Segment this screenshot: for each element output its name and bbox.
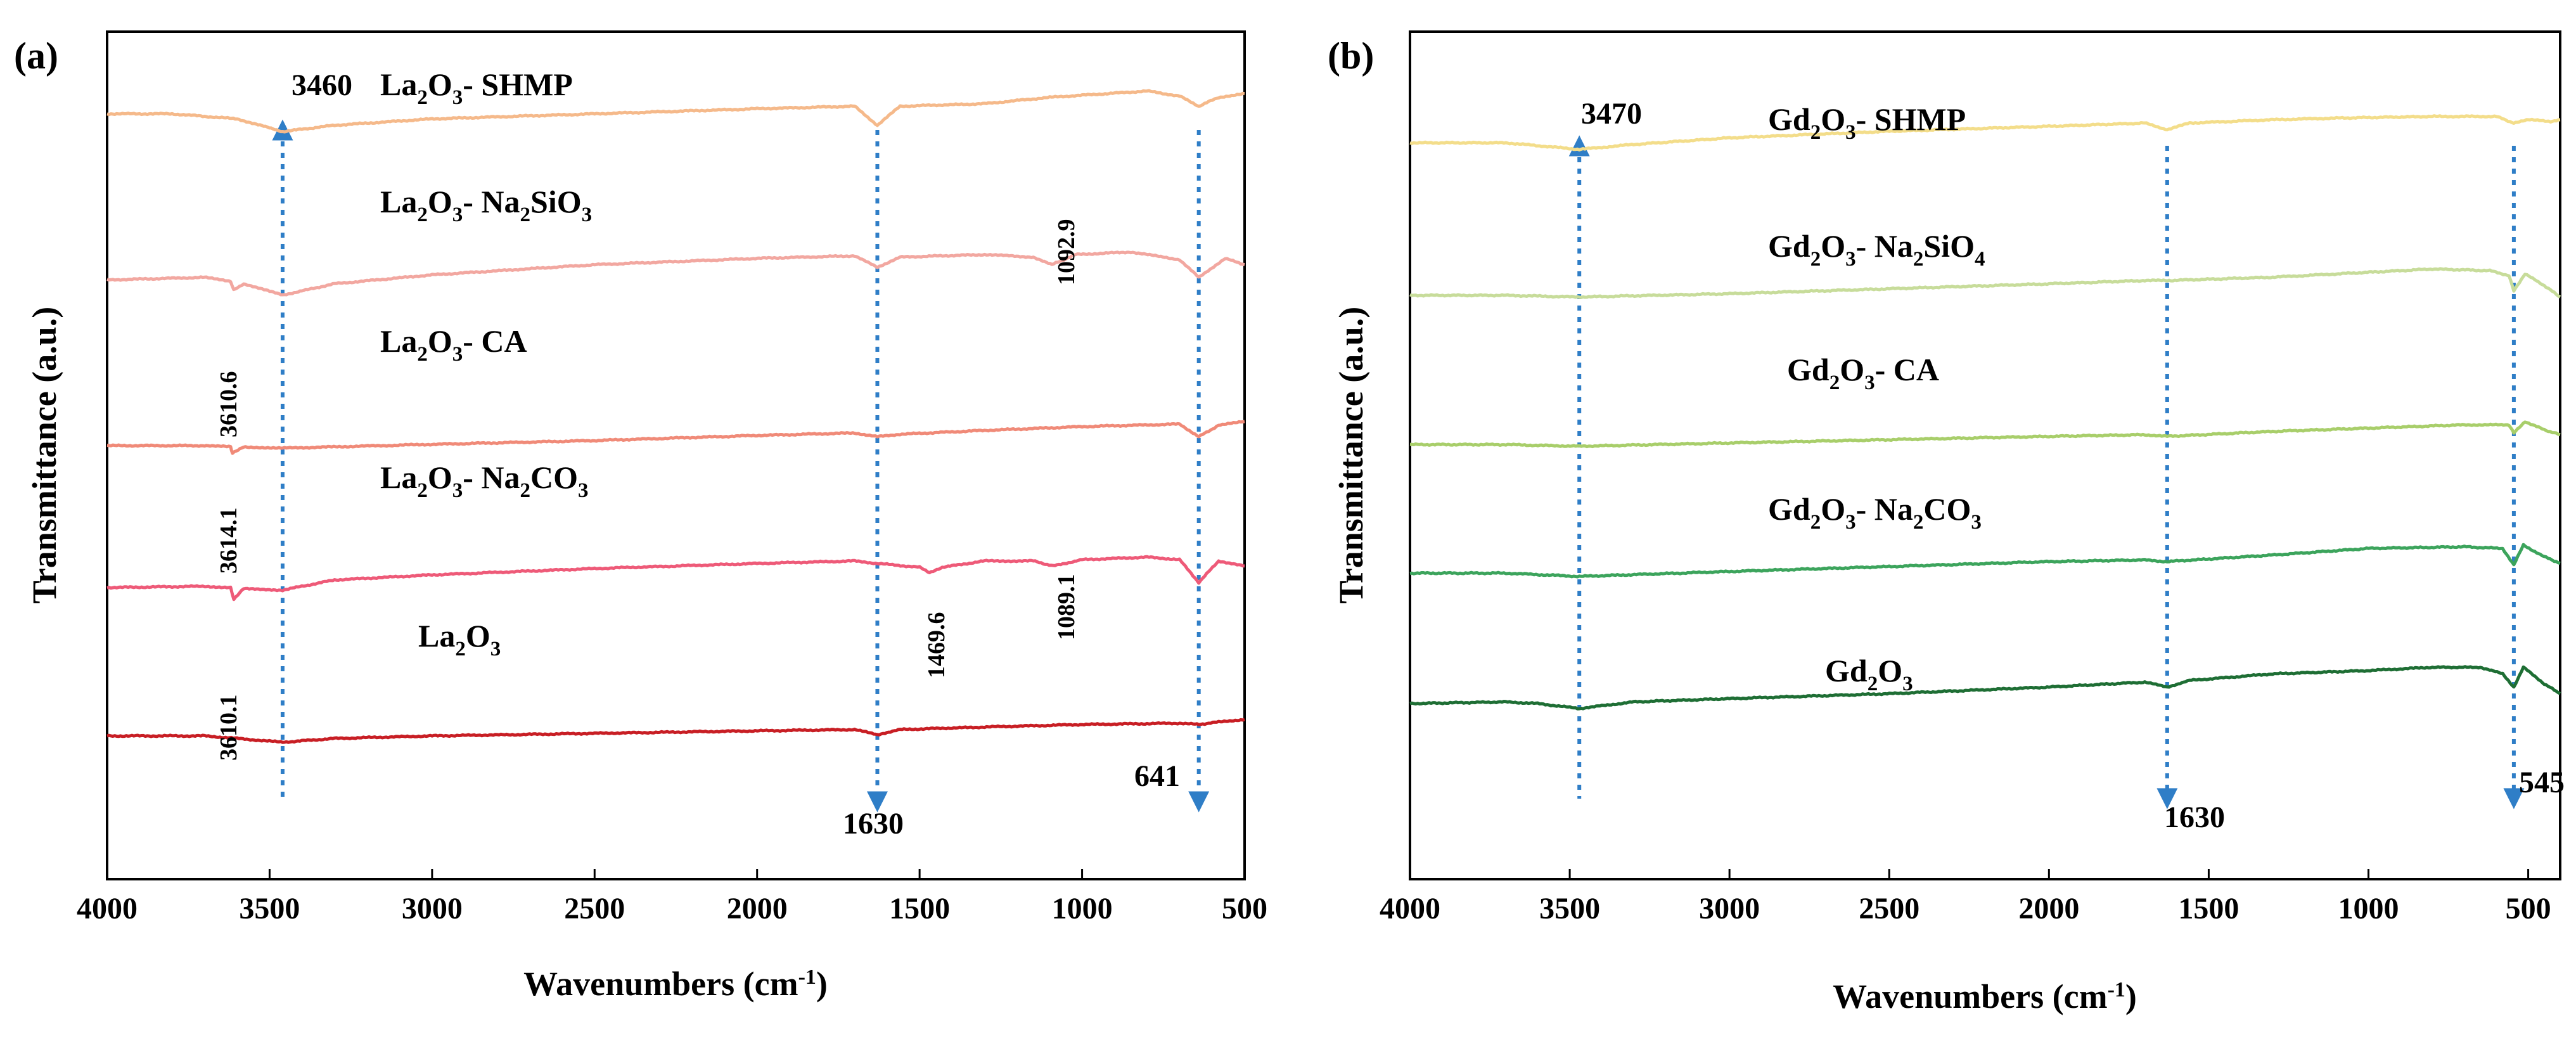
series-label-la2o3: La2O3 [418,618,501,660]
guide-label-1630: 1630 [843,807,904,841]
panel-b-x-ticks: 4000 3500 3000 2500 2000 1500 1000 500 [1380,869,2551,925]
x-tick-label-1500: 1500 [889,892,950,925]
x-tick-label-4000: 4000 [77,892,138,925]
panel-b-y-axis-label: Transmittance (a.u.) [1332,307,1370,603]
series-label-gd2o3-ca: Gd2O3- CA [1787,352,1939,394]
x-tick-label-3000: 3000 [402,892,463,925]
series-label-gd2o3-shmp: Gd2O3- SHMP [1768,101,1966,144]
panel-a-peak-labels: 3610.6 3614.1 3610.1 1092.9 1469.6 1089.… [215,219,1080,761]
panel-a-label: (a) [14,35,58,77]
series-label-la2o3-na2sio3: La2O3- Na2SiO3 [380,184,592,226]
x-tick-label-1000: 1000 [2338,892,2399,925]
series-label-la2o3-na2co3: La2O3- Na2CO3 [380,460,589,502]
series-label-gd2o3: Gd2O3 [1825,653,1913,695]
panel-a-guide-lines: 3460 1630 641 [272,68,1210,841]
x-tick-label-500: 500 [2506,892,2551,925]
series-line-la2o3-na2sio3 [106,250,1245,297]
panel-a-series [106,89,1245,744]
x-tick-label-3000: 3000 [1699,892,1760,925]
x-tick-label-2000: 2000 [2018,892,2079,925]
panel-a-y-axis-label: Transmittance (a.u.) [25,307,63,603]
panel-a-x-ticks: 4000 3500 3000 2500 2000 1500 1000 500 [77,869,1267,925]
panel-b-series-labels: Gd2O3- SHMP Gd2O3- Na2SiO4 Gd2O3- CA Gd2O3-… [1768,101,1985,695]
panel-b-x-axis-label: Wavenumbers (cm-1) [1833,977,2137,1015]
series-line-gd2o3-na2co3 [1409,543,2561,579]
peak-label-1469-6: 1469.6 [923,612,950,679]
guide-label-3460: 3460 [292,68,352,102]
guide-label-3470: 3470 [1581,97,1642,131]
peak-label-1092-9: 1092.9 [1053,219,1080,286]
series-label-la2o3-ca: La2O3- CA [380,323,527,366]
series-label-la2o3-shmp: La2O3- SHMP [380,67,573,109]
panel-a-frame [106,30,1246,880]
panel-b-frame [1409,30,2561,880]
series-line-gd2o3 [1409,665,2561,711]
x-tick-label-3500: 3500 [239,892,300,925]
x-tick-label-500: 500 [1222,892,1267,925]
panel-b: (b) Transmittance (a.u.) Wavenumbers (cm… [1328,30,2565,1015]
panel-b-guide-lines: 3470 1630 545 [1568,97,2565,834]
x-tick-label-1000: 1000 [1052,892,1113,925]
guide-label-1630: 1630 [2164,801,2225,834]
panel-b-series [1409,114,2561,711]
series-line-gd2o3-ca [1409,420,2561,449]
x-tick-label-1500: 1500 [2178,892,2239,925]
series-line-gd2o3-na2sio4 [1409,267,2561,299]
guide-label-545: 545 [2519,766,2565,799]
x-tick-label-3500: 3500 [1539,892,1600,925]
guide-label-641: 641 [1134,759,1180,793]
panel-a: (a) Transmittance (a.u.) Wavenumbers (cm… [14,30,1267,1003]
series-line-gd2o3-shmp [1409,114,2561,151]
peak-label-3610-1: 3610.1 [215,695,242,761]
series-label-gd2o3-na2co3: Gd2O3- Na2CO3 [1768,491,1982,534]
series-line-la2o3 [106,718,1245,744]
x-tick-label-2000: 2000 [727,892,788,925]
series-line-la2o3-shmp [106,89,1245,134]
series-line-la2o3-na2co3 [106,555,1245,602]
x-tick-label-4000: 4000 [1380,892,1440,925]
x-tick-label-2500: 2500 [1859,892,1919,925]
peak-label-1089-1: 1089.1 [1053,574,1080,641]
series-line-la2o3-ca [106,420,1245,455]
peak-label-3614-1: 3614.1 [215,508,242,574]
x-tick-label-2500: 2500 [564,892,625,925]
panel-a-x-axis-label: Wavenumbers (cm-1) [523,965,828,1003]
panel-b-label: (b) [1328,35,1374,77]
panel-a-series-labels: La2O3- SHMP La2O3- Na2SiO3 La2O3- CA La2O3-… [380,67,592,660]
peak-label-3610-6: 3610.6 [215,371,242,438]
series-label-gd2o3-na2sio4: Gd2O3- Na2SiO4 [1768,228,1985,271]
